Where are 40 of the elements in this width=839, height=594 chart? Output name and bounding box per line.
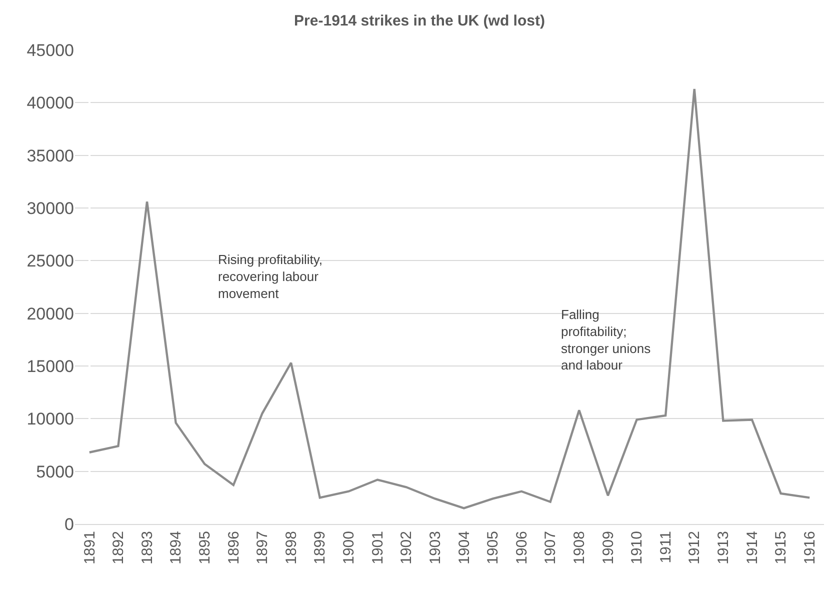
y-tick-label: 45000	[26, 40, 74, 60]
x-tick-label: 1910	[628, 531, 646, 564]
x-tick-label: 1908	[571, 531, 588, 564]
y-tick-label: 15000	[26, 356, 74, 376]
y-tick-label: 10000	[26, 410, 74, 429]
x-tick-label: 1893	[138, 531, 156, 564]
x-tick-label: 1902	[398, 531, 416, 564]
x-tick-label: 1905	[484, 531, 502, 564]
x-tick-label: 1906	[513, 531, 530, 564]
y-tick-label: 25000	[26, 252, 74, 271]
x-tick-label: 1895	[196, 531, 214, 564]
x-tick-label: 1907	[542, 531, 560, 564]
y-tick-label: 0	[64, 514, 74, 534]
x-tick-label: 1901	[369, 531, 386, 564]
x-tick-label: 1913	[715, 531, 732, 564]
x-tick-label: 1897	[254, 531, 272, 564]
annotation: Falling profitability; stronger unions and labour	[561, 307, 652, 373]
x-tick-label: 1900	[340, 531, 358, 564]
x-tick-label: 1898	[282, 531, 300, 564]
x-tick-label: 1916	[801, 531, 818, 564]
chart-title: Pre-1914 strikes in the UK (wd lost)	[294, 12, 545, 30]
line-series	[88, 88, 811, 510]
x-tick-label: 1896	[225, 531, 242, 564]
x-tick-label: 1904	[456, 531, 473, 564]
x-tick-label: 1914	[744, 531, 761, 564]
annotation: Rising profitability, recovering labour movement	[218, 252, 323, 301]
x-tick-label: 1912	[686, 531, 704, 564]
y-tick-label: 35000	[26, 146, 74, 166]
x-tick-label: 1894	[168, 531, 185, 564]
y-tick-label: 30000	[26, 198, 74, 218]
x-tick-label: 1911	[657, 531, 674, 564]
x-tick-label: 1892	[110, 531, 128, 564]
x-tick-label: 1899	[312, 531, 329, 564]
y-tick-label: 5000	[36, 462, 74, 482]
y-tick-label: 20000	[26, 304, 74, 324]
x-tick-label: 1909	[600, 531, 617, 564]
x-tick-label: 1903	[426, 531, 444, 564]
x-tick-label: 1891	[81, 531, 98, 564]
y-tick-label: 40000	[26, 94, 74, 113]
x-tick-label: 1915	[772, 531, 790, 564]
